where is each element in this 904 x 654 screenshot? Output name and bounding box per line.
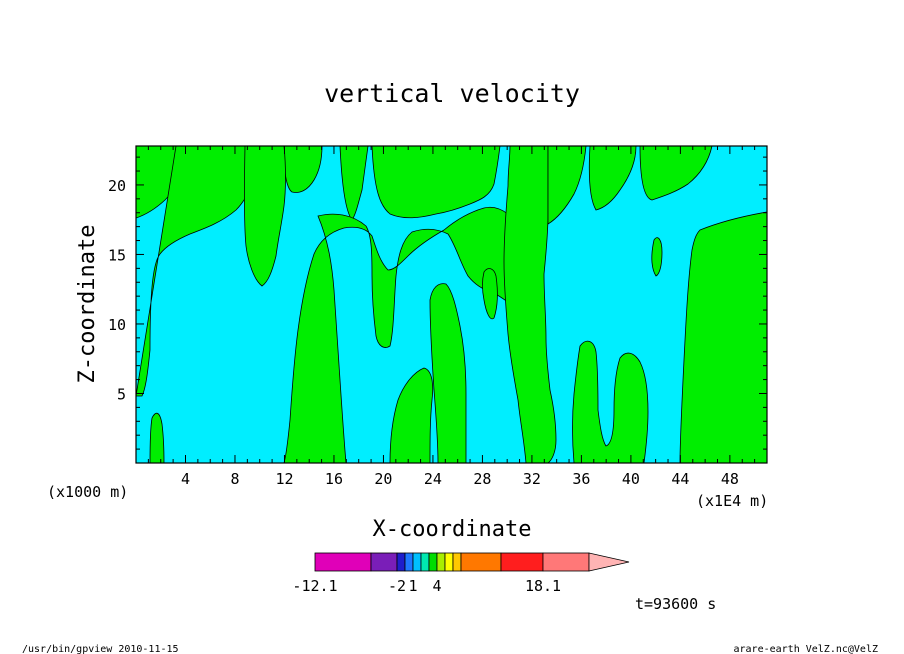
colorbar-swatch (500, 552, 544, 572)
positive-velocity-region (651, 237, 663, 277)
positive-velocity-regions (135, 145, 768, 464)
x-axis-label: X-coordinate (373, 517, 532, 542)
y-tick-labels: 5 10 15 20 (108, 177, 126, 404)
colorbar-label: 1 (408, 577, 417, 595)
x-tick-label: 16 (325, 470, 343, 488)
colorbar-swatch (412, 552, 422, 572)
chart-title: vertical velocity (324, 79, 580, 108)
colorbar-label: -12.1 (292, 577, 337, 595)
colorbar (314, 552, 630, 572)
colorbar-swatch (396, 552, 406, 572)
positive-velocity-region (679, 211, 768, 464)
y-tick-label: 15 (108, 246, 126, 264)
plot-frame (135, 145, 768, 464)
positive-velocity-region (503, 145, 557, 464)
positive-velocity-region (243, 145, 286, 287)
colorbar-swatch (444, 552, 454, 572)
time-annotation: t=93600 s (635, 595, 716, 613)
x-tick-label: 36 (572, 470, 590, 488)
axis-ticks (136, 146, 767, 463)
y-axis-label: Z-coordinate (75, 225, 100, 384)
colorbar-arrow (588, 552, 630, 572)
positive-velocity-region (588, 145, 637, 211)
positive-velocity-region (149, 412, 165, 464)
x-tick-label: 20 (374, 470, 392, 488)
x-tick-label: 40 (622, 470, 640, 488)
colorbar-swatch (404, 552, 414, 572)
colorbar-label: -2 (388, 577, 406, 595)
colorbar-swatch (314, 552, 372, 572)
colorbar-swatch (452, 552, 462, 572)
x-unit-right: (x1E4 m) (696, 492, 768, 510)
positive-velocity-region (339, 145, 369, 221)
positive-velocity-region (283, 206, 529, 464)
x-tick-label: 32 (523, 470, 541, 488)
colorbar-swatch (428, 552, 438, 572)
footer-right: arare-earth_VelZ.nc@VelZ (734, 644, 879, 654)
x-tick-label: 12 (275, 470, 293, 488)
positive-velocity-region (429, 283, 467, 464)
y-tick-label: 5 (117, 385, 126, 403)
positive-velocity-region (572, 340, 649, 464)
x-tick-label: 28 (473, 470, 491, 488)
x-tick-label: 24 (424, 470, 442, 488)
footer-left: /usr/bin/gpview 2010-11-15 (22, 644, 179, 654)
colorbar-swatch (542, 552, 590, 572)
x-tick-label: 44 (671, 470, 689, 488)
colorbar-label: 4 (432, 577, 441, 595)
positive-velocity-region (389, 367, 434, 464)
positive-velocity-region (135, 145, 257, 397)
x-tick-labels: 4 8 12 16 20 24 28 32 36 40 44 48 (181, 470, 739, 488)
positive-velocity-region (371, 145, 501, 219)
positive-velocity-region (639, 145, 713, 201)
colorbar-labels: -12.1 -2 1 4 18.1 (292, 577, 561, 595)
y-tick-label: 20 (108, 177, 126, 195)
colorbar-swatch (436, 552, 446, 572)
colorbar-label: 18.1 (525, 577, 561, 595)
x-unit-left: (x1000 m) (47, 483, 128, 501)
y-tick-label: 10 (108, 316, 126, 334)
x-tick-label: 4 (181, 470, 190, 488)
x-tick-label: 8 (230, 470, 239, 488)
positive-velocity-region (482, 268, 498, 320)
colorbar-swatch (460, 552, 502, 572)
colorbar-swatch (420, 552, 430, 572)
positive-velocity-region (547, 145, 587, 225)
colorbar-swatch (370, 552, 398, 572)
x-tick-label: 48 (721, 470, 739, 488)
